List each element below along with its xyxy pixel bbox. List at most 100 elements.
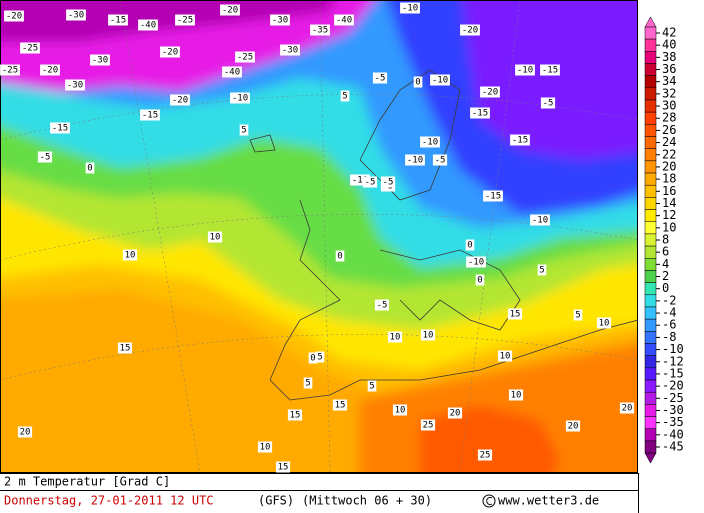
map-label: -20 (42, 66, 58, 76)
legend-swatch (644, 294, 657, 308)
map-label: -15 (472, 109, 488, 119)
legend-swatch (644, 404, 657, 417)
map-label-box (508, 389, 524, 401)
map-label-box (420, 419, 436, 431)
map-label: -20 (482, 88, 498, 98)
legend-label: 10 (662, 220, 676, 234)
map-label-box (420, 329, 436, 341)
map-label-box (483, 190, 503, 202)
map-label: -40 (336, 16, 352, 26)
map-label: -35 (312, 26, 328, 36)
map-label: -10 (407, 156, 423, 166)
map-label-box (280, 44, 300, 56)
map-label: 15 (278, 463, 289, 473)
map-label-box (432, 154, 448, 166)
map-label: 5 (317, 353, 322, 363)
map-label: -40 (224, 68, 240, 78)
legend-label: 38 (662, 50, 676, 64)
map-label: -15 (485, 192, 501, 202)
map-label-box (117, 342, 133, 354)
map-label-box (460, 24, 480, 36)
map-label-box (138, 19, 158, 31)
legend-label: 2 (662, 269, 669, 283)
map-label: -30 (282, 46, 298, 56)
map-label-box (362, 176, 378, 188)
legend-swatch (644, 38, 657, 52)
copyright-icon (486, 497, 493, 505)
legend-label: -12 (662, 354, 684, 368)
map-label-box (4, 10, 24, 22)
map-label-box (387, 331, 403, 343)
legend-swatch (644, 99, 657, 113)
map-label-box (374, 299, 390, 311)
legend-swatch (644, 355, 657, 369)
legend-label: -45 (662, 440, 684, 454)
legend-label: -8 (662, 330, 676, 344)
legend-label: 22 (662, 147, 676, 161)
legend-swatch (644, 440, 657, 454)
map-label: -10 (422, 138, 438, 148)
legend-label: -35 (662, 415, 684, 429)
map-label: 5 (241, 126, 246, 136)
map-labels: -20 -30 -15 -40 -25-20-30-35-40-25-20-30-20-… (0, 2, 635, 473)
legend-label: -2 (662, 293, 676, 307)
map-label-box (334, 14, 354, 26)
map-label-box (303, 377, 313, 389)
field-name: 2 m Temperatur [Grad C] (4, 475, 170, 489)
map-label-box (90, 54, 110, 66)
map-label: -10 (232, 94, 248, 104)
map-label: 5 (342, 92, 347, 102)
map-label: 20 (450, 409, 461, 419)
map-label-box (160, 46, 180, 58)
map-label-box (537, 264, 547, 276)
map-label: 10 (390, 333, 401, 343)
map-label: -10 (517, 66, 533, 76)
legend-swatch (644, 428, 657, 442)
legend-swatch (644, 172, 657, 186)
map-label-box (66, 9, 86, 21)
map-label-box (340, 90, 350, 102)
legend-label: -30 (662, 403, 684, 417)
map-label: -30 (67, 81, 83, 91)
map-label-box (466, 256, 486, 268)
map-label-box (619, 402, 635, 414)
legend-swatch (644, 136, 657, 149)
legend-label: -4 (662, 306, 676, 320)
map-label-box (430, 74, 450, 86)
legend-label: 28 (662, 111, 676, 125)
map-label-box (222, 66, 242, 78)
legend-swatch (644, 26, 657, 40)
map-label-box (530, 214, 550, 226)
legend-swatch (644, 51, 657, 64)
map-label-box (17, 426, 33, 438)
map-label-box (310, 24, 330, 36)
legend-swatch (644, 306, 657, 320)
model-name: (GFS) (258, 494, 294, 508)
map-label-box (540, 64, 560, 76)
map-label-box (447, 407, 463, 419)
map-label: -15 (52, 124, 68, 134)
map-label-box (465, 239, 475, 251)
legend-label: -25 (662, 391, 684, 405)
map-label-box (235, 51, 255, 63)
map-label-box (420, 136, 440, 148)
map-label-box (220, 4, 240, 16)
legend-label: 18 (662, 172, 676, 186)
map-label-box (175, 14, 195, 26)
map-label: -5 (377, 301, 388, 311)
map-label: 10 (125, 251, 136, 261)
map-label: -5 (543, 99, 554, 109)
map-label-box (20, 42, 40, 54)
map-label: -25 (2, 66, 18, 76)
map-label-box (315, 351, 325, 363)
legend-label: 40 (662, 38, 676, 52)
map-label: -15 (142, 111, 158, 121)
map-label-box (573, 309, 583, 321)
map-label-box (270, 14, 290, 26)
map-label: 10 (210, 233, 221, 243)
map-label-box (50, 122, 70, 134)
legend-label: -20 (662, 379, 684, 393)
legend-label: 16 (662, 184, 676, 198)
legend-swatch (644, 63, 657, 76)
